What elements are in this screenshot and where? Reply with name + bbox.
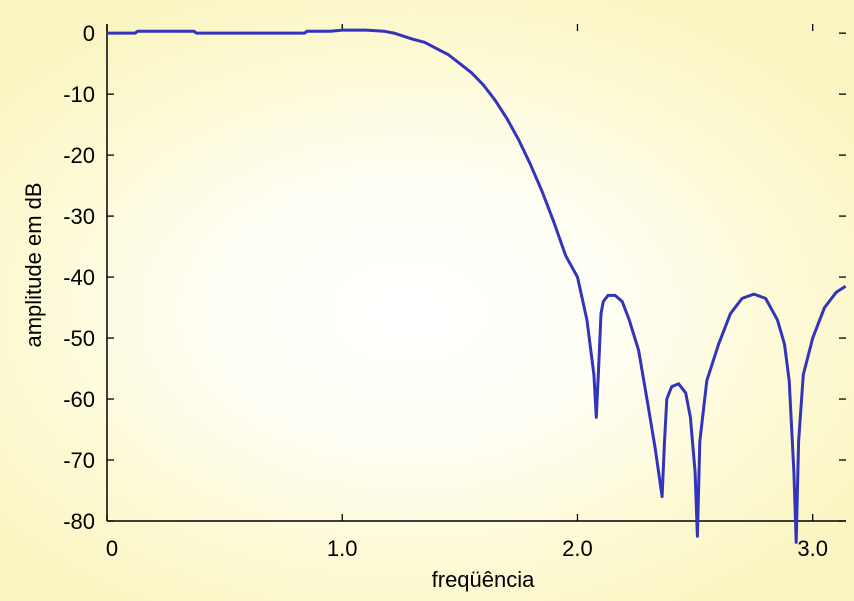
y-tick-label: -80 bbox=[63, 509, 95, 534]
y-tick-label: -60 bbox=[63, 387, 95, 412]
x-axis-title: freqüência bbox=[432, 567, 536, 592]
y-tick-label: -50 bbox=[63, 326, 95, 351]
y-tick-label: -30 bbox=[63, 204, 95, 229]
response-line bbox=[107, 28, 847, 544]
x-tick-label: 1.0 bbox=[327, 536, 358, 561]
y-axis-title: amplitude em dB bbox=[21, 182, 46, 347]
x-ticks: 0 1.0 2.0 3.0 bbox=[106, 24, 828, 561]
y-tick-label: -70 bbox=[63, 448, 95, 473]
plot-area bbox=[107, 28, 847, 544]
x-tick-label: 3.0 bbox=[797, 536, 828, 561]
y-tick-label: -10 bbox=[63, 82, 95, 107]
x-tick-label: 0 bbox=[106, 536, 118, 561]
axes bbox=[106, 24, 846, 522]
y-ticks: 0 -10 -20 -30 -40 -50 -60 -70 -80 bbox=[63, 21, 846, 534]
x-tick-label: 2.0 bbox=[562, 536, 593, 561]
y-tick-label: -20 bbox=[63, 143, 95, 168]
y-tick-label: -40 bbox=[63, 265, 95, 290]
y-tick-label: 0 bbox=[83, 21, 95, 46]
